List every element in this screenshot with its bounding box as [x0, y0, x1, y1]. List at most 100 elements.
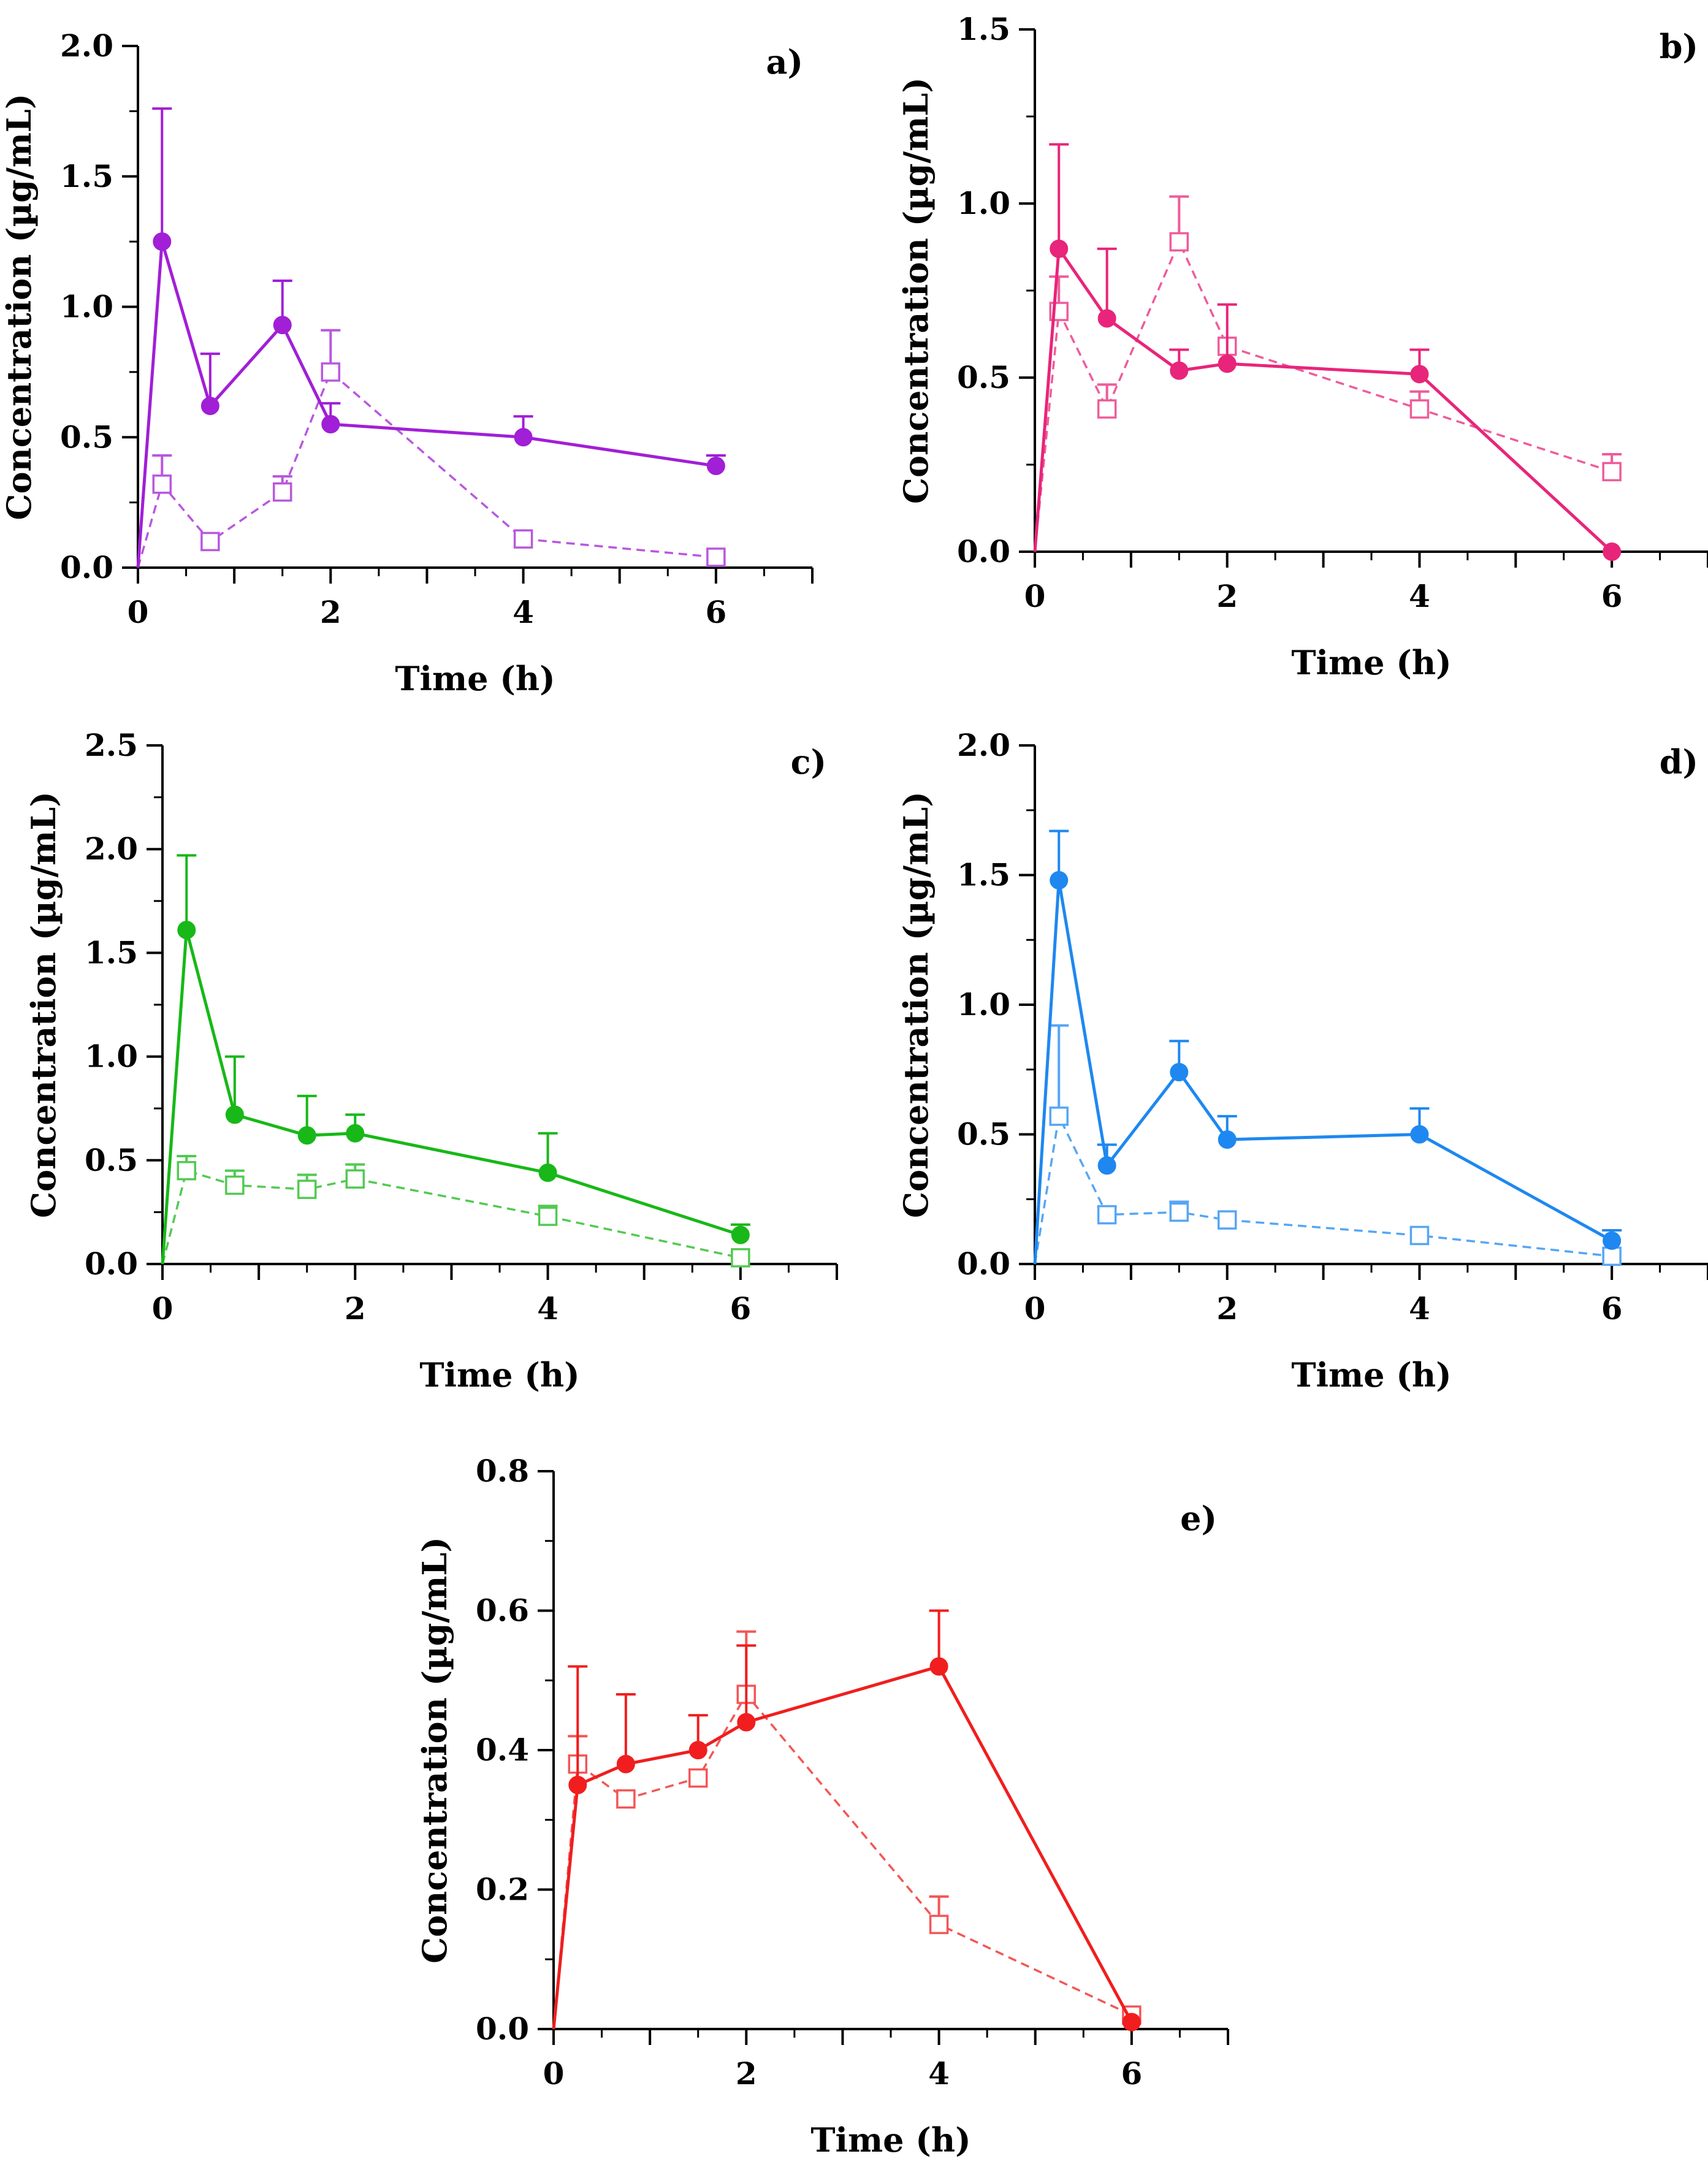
data-point-circle [616, 1754, 635, 1773]
data-point-square [1049, 1106, 1069, 1126]
data-point-square [1097, 1205, 1117, 1225]
y-tick-label: 2.0 [60, 28, 113, 64]
data-point-circle [1170, 361, 1189, 380]
y-axis-title: Concentration (µg/mL) [0, 94, 39, 520]
data-point-square [152, 474, 172, 494]
y-tick-label: 0.4 [476, 1732, 529, 1768]
series-line-solid-circle [161, 929, 741, 1265]
data-point-square [272, 482, 292, 502]
data-point-circle [514, 428, 533, 447]
x-tick-label: 6 [705, 594, 726, 630]
data-point-square [688, 1768, 708, 1788]
data-point-circle [568, 1775, 587, 1794]
data-point-square [225, 1175, 245, 1195]
y-tick-label: 0.2 [476, 1871, 529, 1908]
series-line-solid-circle [1033, 880, 1613, 1265]
x-axis-title: Time (h) [395, 659, 555, 698]
data-point-square [1602, 1246, 1622, 1266]
data-point-square [1217, 1210, 1237, 1230]
y-tick-label: 0.0 [957, 533, 1010, 569]
data-point-square [731, 1248, 750, 1268]
y-tick-label: 1.5 [957, 857, 1010, 893]
y-tick-label: 0.8 [476, 1453, 529, 1489]
data-point-circle [1050, 870, 1069, 889]
y-tick-label: 0.0 [85, 1246, 138, 1282]
y-tick-label: 1.5 [957, 11, 1010, 47]
x-tick-label: 0 [128, 594, 149, 630]
x-tick-label: 2 [1216, 578, 1238, 614]
data-point-circle [737, 1713, 756, 1732]
series-line-dashed-square [161, 1169, 741, 1265]
y-tick-label: 2.0 [85, 831, 138, 867]
y-tick-label: 0.0 [476, 2011, 529, 2047]
y-axis-title: Concentration (µg/mL) [896, 791, 936, 1218]
data-point-square [1409, 399, 1430, 419]
y-tick-label: 1.0 [957, 185, 1010, 221]
series-line-dashed-square [1034, 239, 1612, 552]
data-point-circle [346, 1124, 365, 1143]
y-tick-label: 0.6 [476, 1593, 529, 1629]
panel-label: a) [766, 42, 803, 82]
x-tick-label: 2 [320, 594, 341, 630]
y-axis-title: Concentration (µg/mL) [24, 791, 63, 1218]
series-line-dashed-square [137, 370, 717, 568]
panel-label: c) [791, 742, 826, 782]
data-point-circle [1050, 239, 1069, 258]
data-point-square [177, 1160, 197, 1181]
data-point-circle [273, 316, 292, 335]
chart-panel-4: 0.0 0.5 1.0 1.5 2.0 0 2 4 6 Time (h) Concentration… [896, 727, 1708, 1395]
x-tick-label: 4 [1409, 1290, 1430, 1327]
x-tick-label: 0 [543, 2055, 565, 2092]
x-axis-title: Time (h) [1291, 643, 1451, 682]
y-tick-label: 1.5 [85, 934, 138, 970]
y-tick-label: 1.0 [957, 986, 1010, 1022]
series-line-solid-circle [136, 241, 717, 568]
chart-panel-2: 0.0 0.5 1.0 1.5 0 2 4 6 Time (h) Concentration (µ… [896, 11, 1708, 682]
data-point-square [1169, 1202, 1189, 1222]
y-tick-label: 0.5 [85, 1142, 138, 1178]
y-axis-title: Concentration (µg/mL) [896, 77, 936, 504]
data-point-square [321, 362, 341, 382]
y-tick-label: 2.0 [957, 727, 1010, 763]
data-point-square [616, 1789, 636, 1809]
x-tick-label: 4 [513, 594, 534, 630]
y-tick-label: 0.0 [957, 1246, 1010, 1282]
data-point-circle [929, 1657, 948, 1676]
data-point-circle [225, 1105, 244, 1124]
data-point-circle [1603, 543, 1622, 561]
data-point-square [1169, 232, 1189, 252]
y-tick-label: 1.0 [85, 1038, 138, 1075]
data-point-square [1097, 399, 1117, 419]
x-tick-label: 2 [345, 1290, 366, 1327]
data-point-circle [200, 397, 219, 416]
panel-label: e) [1180, 1499, 1217, 1538]
data-point-square [706, 547, 726, 567]
data-point-circle [688, 1741, 707, 1759]
y-tick-label: 0.5 [957, 1116, 1010, 1152]
y-tick-label: 0.5 [60, 419, 113, 455]
data-point-circle [1603, 1231, 1622, 1250]
x-tick-label: 6 [1121, 2055, 1142, 2092]
x-tick-label: 2 [736, 2055, 757, 2092]
data-point-circle [1170, 1062, 1189, 1081]
x-tick-label: 0 [1024, 1290, 1046, 1327]
data-point-circle [1097, 309, 1116, 328]
x-tick-label: 2 [1216, 1290, 1238, 1327]
series-line-solid-circle [1033, 244, 1613, 553]
data-point-circle [153, 232, 172, 251]
data-point-circle [177, 921, 196, 940]
x-axis-title: Time (h) [810, 2120, 970, 2160]
data-point-square [345, 1169, 365, 1189]
data-point-circle [297, 1126, 316, 1145]
y-tick-label: 0.5 [957, 359, 1010, 395]
y-tick-label: 2.5 [85, 727, 138, 763]
x-axis-title: Time (h) [1291, 1355, 1451, 1395]
data-point-circle [731, 1225, 750, 1244]
chart-panel-5: 0.0 0.2 0.4 0.6 0.8 0 2 4 6 Time (h) Concentration… [415, 1453, 1229, 2160]
x-tick-label: 4 [928, 2055, 950, 2092]
data-point-square [297, 1179, 317, 1199]
data-point-circle [706, 457, 725, 476]
x-tick-label: 6 [730, 1290, 751, 1327]
data-point-circle [1218, 1130, 1237, 1149]
